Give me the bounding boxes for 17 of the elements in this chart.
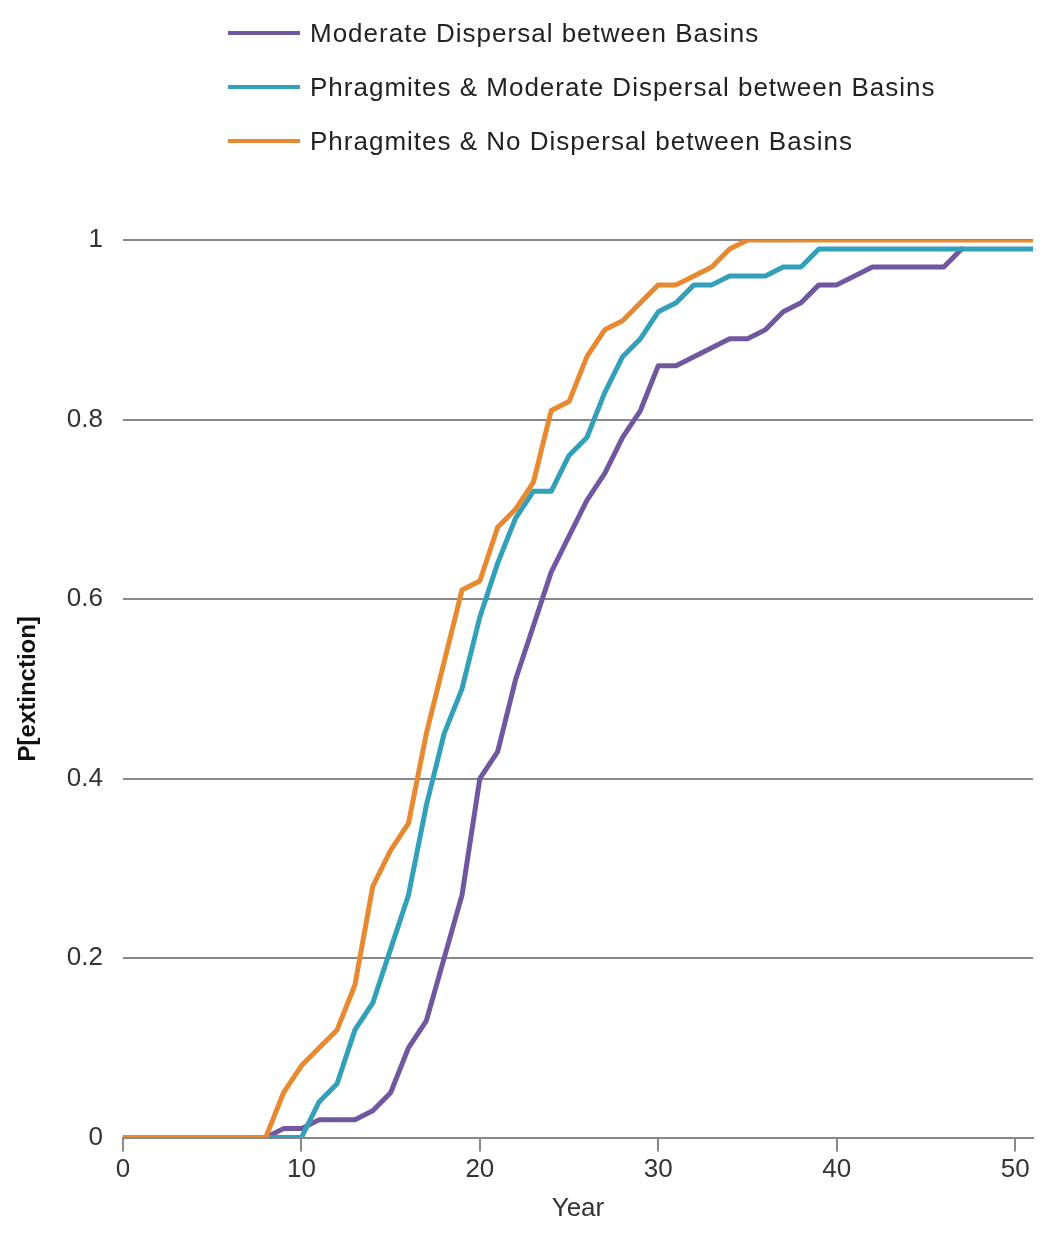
legend-label: Phragmites & No Dispersal between Basins bbox=[310, 125, 853, 157]
x-tick-label: 10 bbox=[286, 1153, 316, 1184]
legend-label: Moderate Dispersal between Basins bbox=[310, 17, 760, 49]
x-tick-label: 50 bbox=[1000, 1153, 1030, 1184]
x-tick-label: 0 bbox=[115, 1153, 131, 1184]
legend-label: Phragmites & Moderate Dispersal between Basins bbox=[310, 71, 936, 103]
y-axis-title: P[extinction] bbox=[13, 616, 41, 762]
x-tick-label: 30 bbox=[643, 1153, 673, 1184]
y-tick-label: 0.8 bbox=[66, 402, 103, 433]
y-tick-label: 0.4 bbox=[66, 761, 103, 792]
x-tick-label: 20 bbox=[465, 1153, 495, 1184]
y-tick-label: 0.2 bbox=[66, 941, 103, 972]
y-tick-label: 1 bbox=[88, 223, 103, 254]
x-tick-label: 40 bbox=[822, 1153, 852, 1184]
y-tick-label: 0 bbox=[88, 1120, 103, 1151]
x-axis-title: Year bbox=[551, 1191, 605, 1222]
y-tick-label: 0.6 bbox=[66, 582, 103, 613]
